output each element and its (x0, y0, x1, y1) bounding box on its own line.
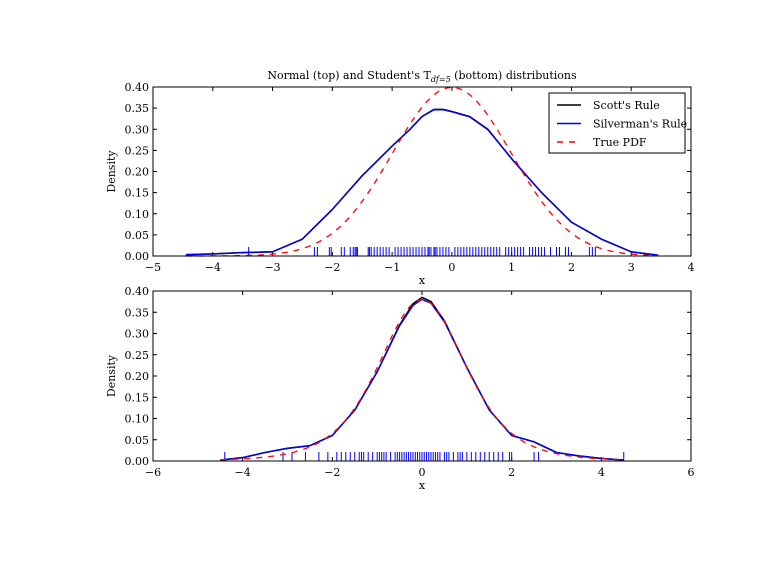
y-tick-label: 0.30 (125, 123, 150, 136)
title-main: Normal (top) and Student's T (267, 69, 431, 82)
x-tick-label: −2 (324, 261, 340, 274)
x-tick-label: 1 (508, 261, 515, 274)
x-tick-label: 4 (688, 261, 695, 274)
title-end: (bottom) distributions (451, 69, 577, 82)
x-axis-label: x (419, 479, 426, 492)
x-tick-label: −2 (324, 466, 340, 479)
true-pdf-line (185, 86, 659, 257)
x-tick-label: −6 (145, 466, 161, 479)
x-tick-label: 3 (628, 261, 635, 274)
x-tick-label: 2 (568, 261, 575, 274)
x-axis-label: x (419, 274, 426, 287)
y-tick-label: 0.10 (125, 413, 150, 426)
y-tick-label: 0.05 (125, 229, 150, 242)
legend-label: Silverman's Rule (593, 118, 687, 131)
y-tick-label: 0.10 (125, 208, 150, 221)
chart-title: Normal (top) and Student's Tdf=5 (bottom… (267, 69, 577, 84)
y-tick-label: 0.35 (125, 102, 150, 115)
x-tick-label: −4 (235, 466, 251, 479)
kde-line-scott-s-rule (220, 296, 624, 461)
x-tick-label: −5 (145, 261, 161, 274)
y-tick-label: 0.20 (125, 166, 150, 179)
y-tick-label: 0.20 (125, 370, 150, 383)
y-tick-label: 0.15 (125, 187, 150, 200)
y-axis-label: Density (105, 150, 118, 193)
legend: Scott's Rule Silverman's Rule True PDF (548, 92, 687, 154)
axes-frame (152, 290, 692, 462)
axes-2: −6 −4 −2 0 2 4 6 0.00 0.05 0.10 0.15 0.20 0.25 0.30 0.… (105, 285, 695, 492)
x-tick-label: 0 (419, 466, 426, 479)
x-tick-label: 6 (688, 466, 695, 479)
x-tick-label: 2 (508, 466, 515, 479)
axes-1: −5 −4 −3 −2 −1 0 1 2 3 4 0.00 0.05 0.10 0.15 0.20 0.25 0… (105, 69, 695, 287)
x-tick-label: −4 (205, 261, 221, 274)
x-tick-label: 4 (598, 466, 605, 479)
y-tick-label: 0.00 (125, 455, 150, 468)
y-tick-label: 0.35 (125, 306, 150, 319)
x-tick-label: −3 (264, 261, 280, 274)
y-tick-label: 0.25 (125, 144, 150, 157)
kde-line-silverman-s-rule (220, 298, 624, 461)
kde-line-silverman-s-rule (185, 109, 659, 256)
true-pdf-line (220, 299, 624, 461)
title-subscript: df=5 (431, 75, 451, 84)
y-axis-label: Density (105, 354, 118, 397)
y-tick-label: 0.00 (125, 250, 150, 263)
y-tick-label: 0.15 (125, 391, 150, 404)
y-tick-label: 0.05 (125, 434, 150, 447)
y-tick-label: 0.40 (125, 285, 150, 298)
legend-label: Scott's Rule (593, 99, 660, 112)
legend-label: True PDF (593, 136, 647, 149)
x-tick-label: 0 (448, 261, 455, 274)
y-tick-label: 0.30 (125, 328, 150, 341)
y-tick-label: 0.25 (125, 349, 150, 362)
x-tick-label: −1 (384, 261, 400, 274)
y-tick-label: 0.40 (125, 81, 150, 94)
axes-frame (152, 86, 692, 257)
